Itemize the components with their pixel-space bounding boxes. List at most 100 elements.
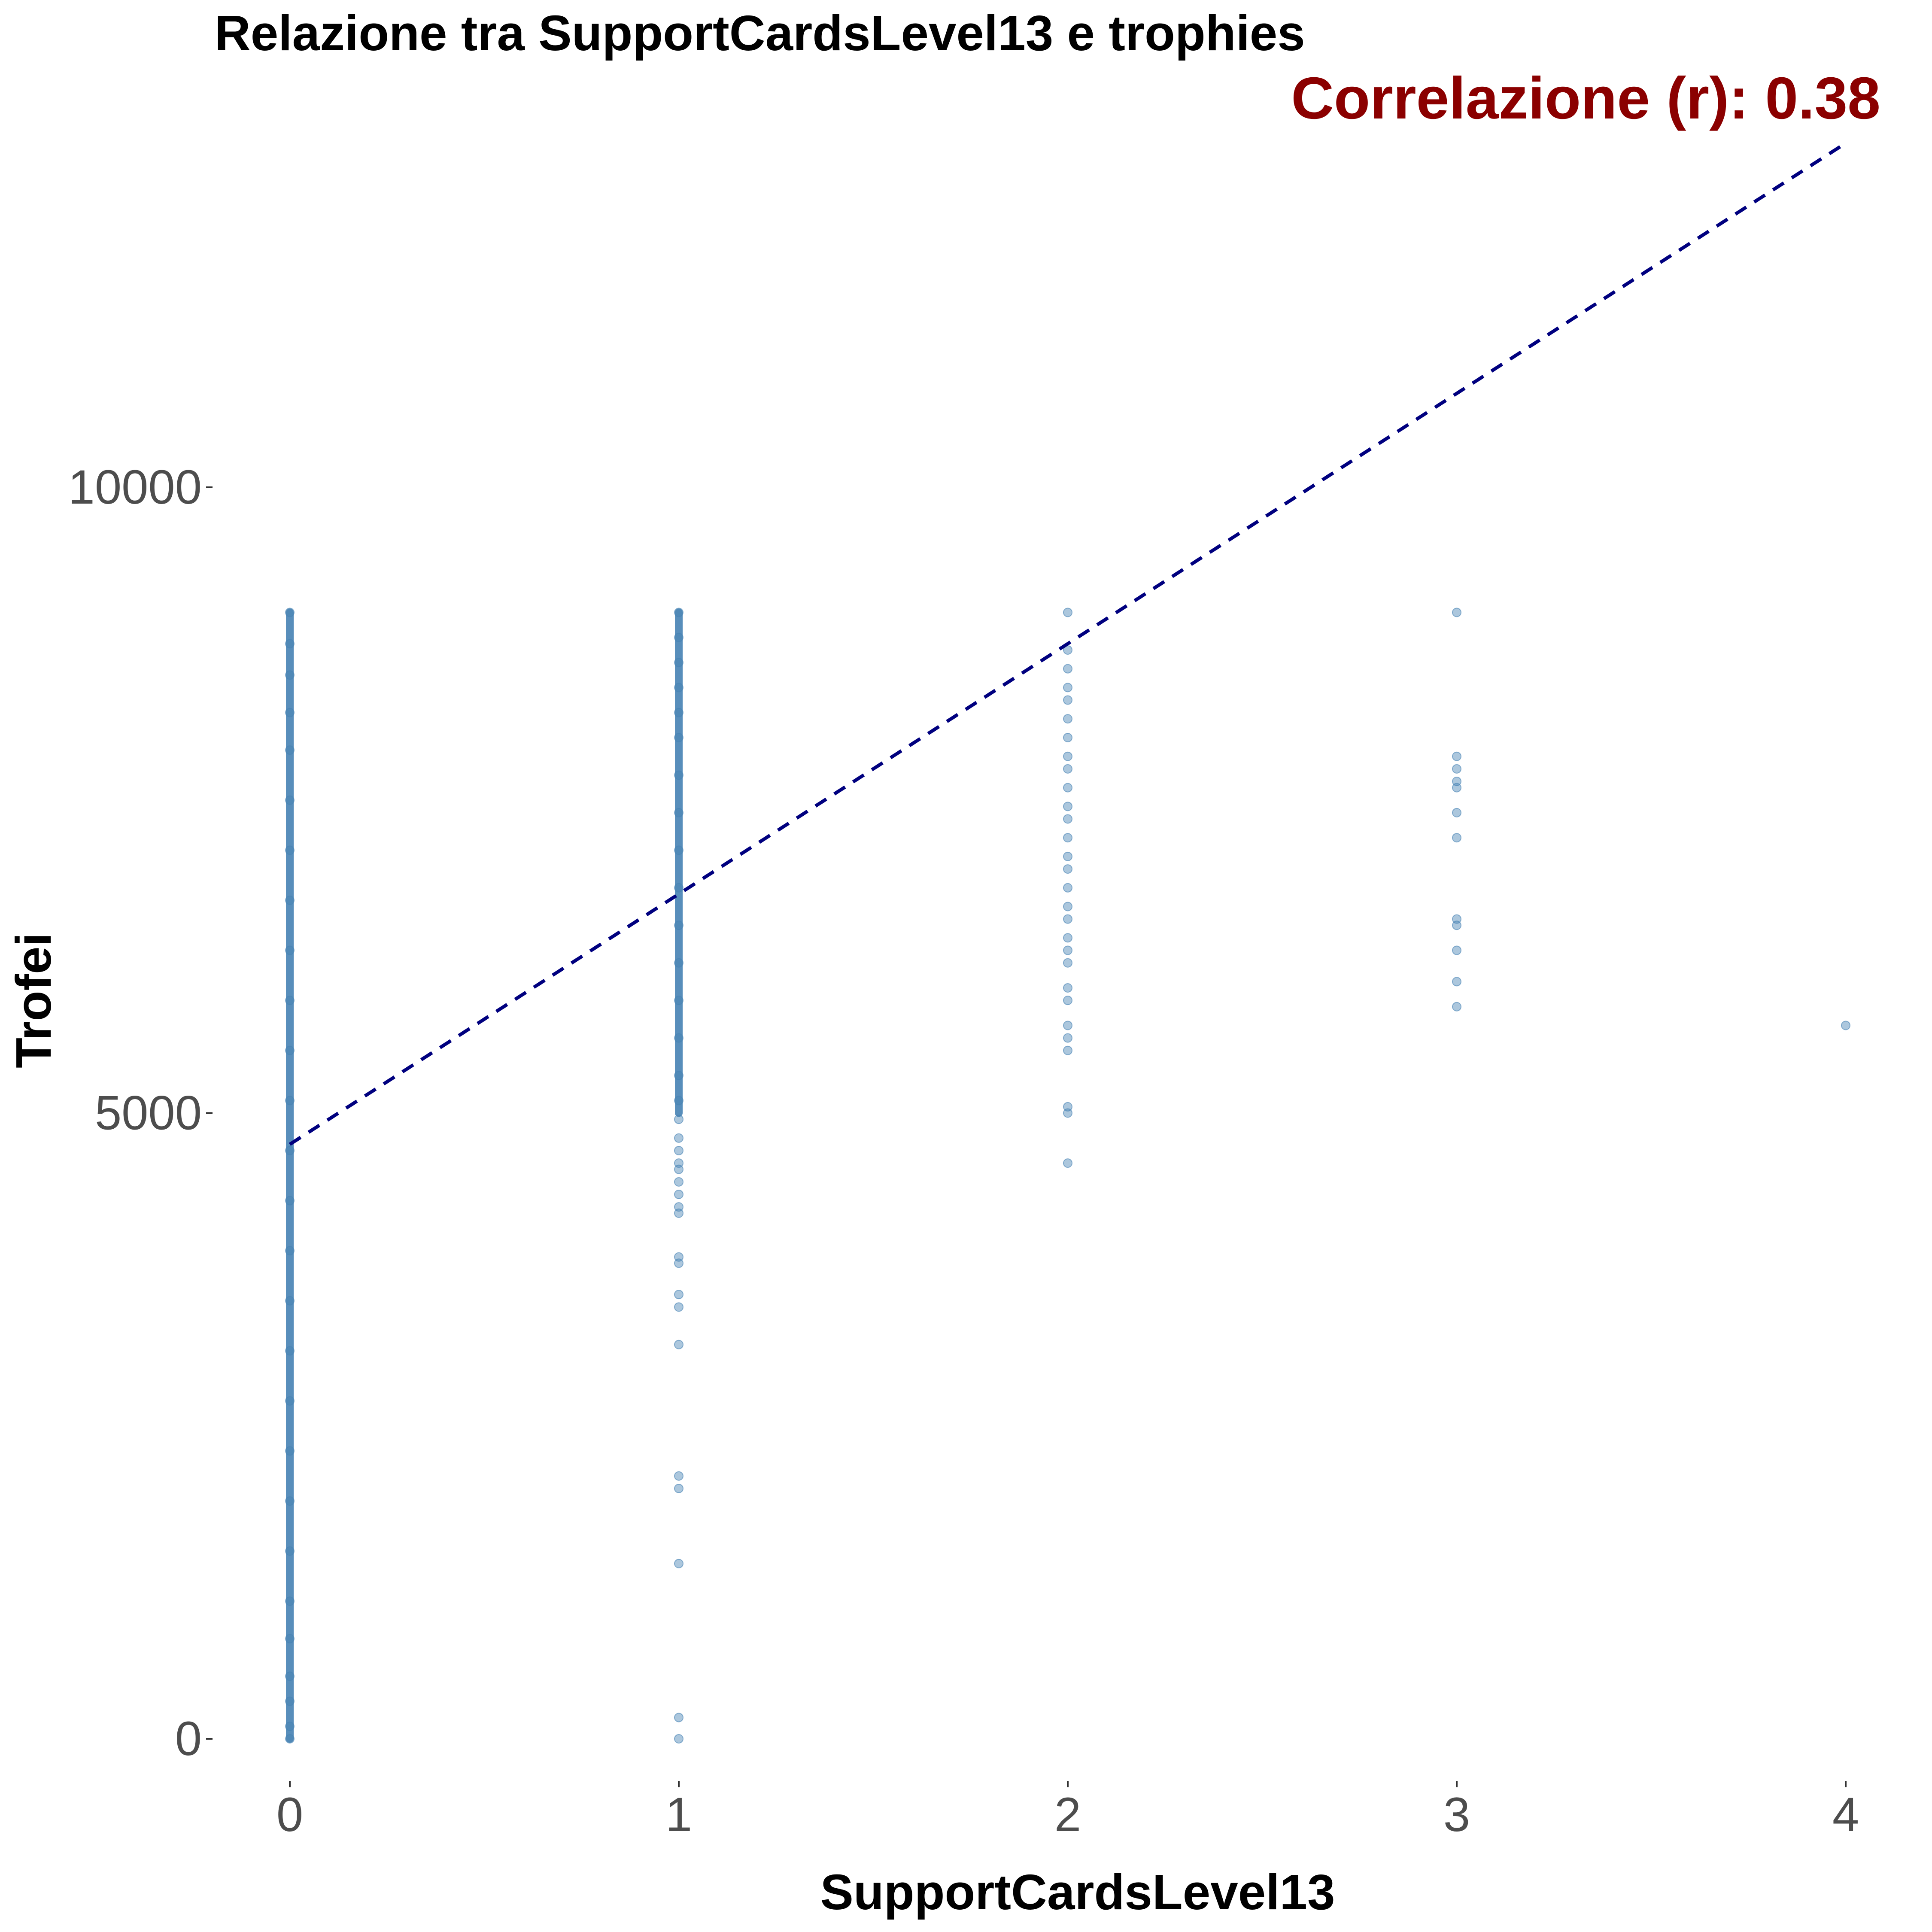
data-point [1063,996,1072,1005]
data-point [674,1484,683,1493]
data-point [285,670,295,680]
data-point [674,1145,683,1155]
data-point [1063,683,1072,693]
data-point [674,1133,683,1143]
data-point [285,1045,295,1055]
data-point [285,945,295,955]
data-point [285,1734,295,1744]
data-point [674,1302,683,1312]
data-point [674,608,683,617]
x-tick-label: 0 [276,1788,303,1841]
data-point [285,708,295,717]
data-point [1452,608,1461,617]
data-point [674,1189,683,1199]
data-point [674,683,683,693]
y-tick-label: 10000 [68,460,202,514]
data-point [674,1071,683,1081]
data-point [285,1145,295,1155]
data-point [674,1202,683,1212]
data-point [285,996,295,1005]
data-point [1452,777,1461,787]
data-point [674,1471,683,1481]
data-point [1063,1045,1072,1055]
data-point [674,1177,683,1187]
x-tick-label: 1 [665,1788,692,1841]
data-point [674,920,683,930]
data-points [285,608,1850,1744]
data-point [1063,764,1072,774]
data-point [1063,802,1072,811]
data-point [285,745,295,755]
data-point [1063,958,1072,968]
data-point [674,658,683,668]
data-point [674,733,683,742]
data-point [285,895,295,905]
data-point [1452,977,1461,987]
data-point [674,808,683,817]
data-point [674,1158,683,1168]
data-point [285,1346,295,1356]
data-point [1063,1158,1072,1168]
data-point [674,632,683,642]
data-point [1063,814,1072,824]
data-point [285,1096,295,1106]
y-tick-label: 5000 [95,1086,202,1140]
data-point [674,1290,683,1300]
x-tick-label: 3 [1443,1788,1470,1841]
data-point [1452,833,1461,843]
data-point [285,608,295,617]
data-point [1063,883,1072,893]
data-point [1063,933,1072,943]
data-point [285,1496,295,1506]
data-point [285,1296,295,1306]
data-point [285,1671,295,1681]
trend-line-layer [289,142,1847,1146]
data-point [285,1596,295,1606]
data-point [285,1446,295,1456]
x-tick-label: 4 [1832,1788,1859,1841]
data-point [1063,751,1072,761]
data-point [674,1115,683,1124]
data-point [674,1713,683,1722]
data-point [1063,783,1072,793]
data-point [1063,1021,1072,1030]
data-point [1063,1033,1072,1043]
data-point [674,1033,683,1043]
data-point [1841,1021,1850,1030]
trend-line [289,142,1847,1146]
data-point [674,996,683,1005]
data-point [1063,714,1072,724]
data-point [674,770,683,780]
y-axis: 0 5000 10000 [68,460,213,1765]
data-point [285,1696,295,1706]
data-point [674,845,683,855]
y-axis-label: Trofei [6,933,61,1068]
data-point [1452,914,1461,924]
data-point [674,1734,683,1744]
data-point [285,845,295,855]
data-point [1063,864,1072,874]
data-point [285,639,295,649]
data-point [1063,945,1072,955]
correlation-annotation: Correlazione (r): 0.38 [1291,65,1880,131]
data-point [1452,808,1461,817]
data-point [285,1246,295,1256]
data-point [674,1096,683,1106]
data-point [285,1721,295,1731]
data-point [285,1634,295,1643]
y-tick-label: 0 [175,1712,202,1765]
data-point [1063,851,1072,861]
data-point [1452,751,1461,761]
data-point [285,795,295,805]
x-tick-label: 2 [1054,1788,1081,1841]
data-point [674,1252,683,1262]
data-point [674,708,683,717]
chart-title: Relazione tra SupportCardsLevel13 e trop… [215,5,1305,61]
data-point [1063,902,1072,911]
data-point [1063,664,1072,674]
data-point [1063,695,1072,705]
data-point [285,1196,295,1206]
data-point [1452,764,1461,774]
data-point [285,1396,295,1406]
